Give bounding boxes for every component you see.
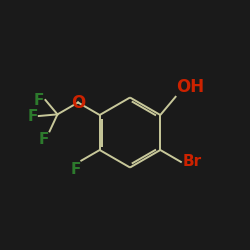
Text: F: F [39, 132, 49, 147]
Text: F: F [34, 92, 44, 108]
Text: Br: Br [182, 154, 201, 170]
Text: OH: OH [176, 78, 205, 96]
Text: F: F [27, 108, 38, 124]
Text: F: F [70, 162, 81, 177]
Text: O: O [71, 94, 85, 112]
